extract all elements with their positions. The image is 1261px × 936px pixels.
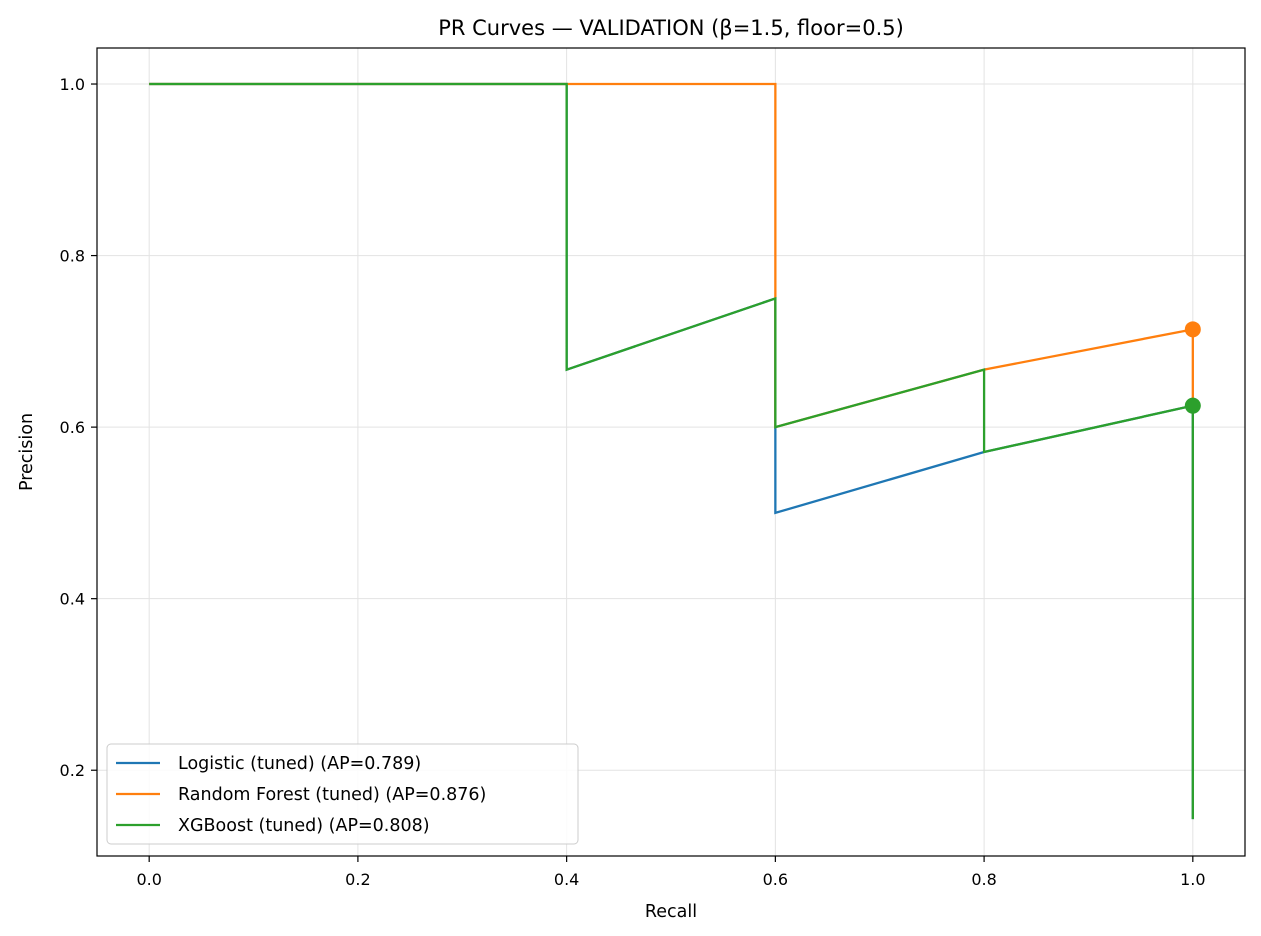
legend-label-2: XGBoost (tuned) (AP=0.808)	[178, 816, 430, 836]
y-tick-label-2: 0.6	[60, 418, 85, 437]
legend-box	[106, 743, 579, 845]
plot-frame	[96, 47, 1246, 857]
series-marker-1	[1184, 321, 1201, 338]
x-tick-label-0: 0.0	[136, 870, 161, 889]
x-tick-label-1: 0.2	[345, 870, 370, 889]
series-marker-2	[1184, 397, 1201, 414]
x-tick-label-2: 0.4	[554, 870, 579, 889]
y-tick-label-0: 0.2	[60, 761, 85, 780]
y-axis-label: Precision	[17, 413, 37, 491]
y-tick-label-3: 0.8	[60, 247, 85, 266]
legend-label-1: Random Forest (tuned) (AP=0.876)	[178, 785, 486, 805]
x-tick-label-4: 0.8	[971, 870, 996, 889]
legend-label-0: Logistic (tuned) (AP=0.789)	[178, 754, 421, 774]
series-line-2	[149, 82, 1194, 820]
chart-title: PR Curves — VALIDATION (β=1.5, floor=0.5…	[438, 16, 904, 40]
x-axis-label: Recall	[645, 902, 697, 922]
y-tick-label-4: 1.0	[60, 75, 85, 94]
series-markers	[1184, 321, 1201, 414]
legend: Logistic (tuned) (AP=0.789) Random Forest…	[106, 743, 579, 845]
x-tick-label-5: 1.0	[1180, 870, 1205, 889]
x-tick-label-3: 0.6	[763, 870, 788, 889]
axis-ticks: 0.0 0.2 0.4 0.6 0.8 1.0 0.2 0.4 0.6 0.8 1.0	[60, 75, 1206, 889]
y-tick-label-1: 0.4	[60, 590, 85, 609]
